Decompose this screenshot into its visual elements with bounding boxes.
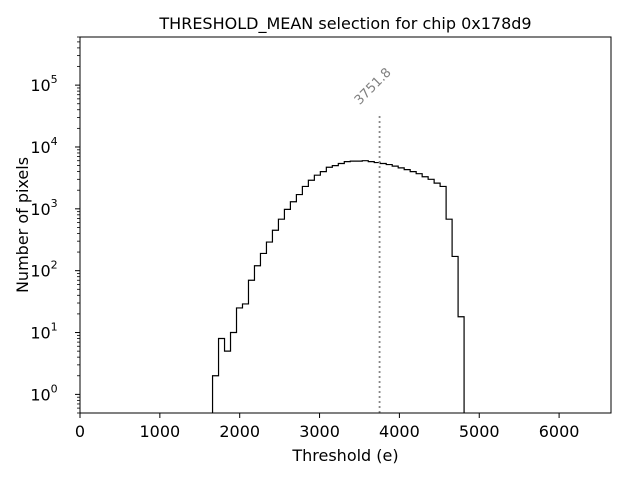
histogram-bars	[211, 160, 465, 413]
x-axis-ticks: 0 1000 2000 3000 4000 5000 6000	[75, 413, 580, 441]
histogram-bin	[225, 351, 231, 413]
histogram-bin	[398, 168, 404, 413]
histogram-bin	[422, 177, 428, 413]
histogram-bin	[410, 172, 416, 413]
histogram-bin	[242, 304, 248, 413]
histogram-bin	[302, 186, 308, 413]
x-axis-label: Threshold (e)	[291, 446, 398, 465]
histogram-bin	[314, 175, 320, 413]
histogram-bin	[458, 317, 464, 413]
histogram-bin	[452, 256, 458, 413]
y-tick-label: 102	[30, 259, 57, 281]
histogram-bin	[254, 266, 260, 413]
x-tick-label: 1000	[139, 422, 180, 441]
histogram-bin	[446, 219, 452, 413]
histogram-bin	[404, 170, 410, 413]
chart-title: THRESHOLD_MEAN selection for chip 0x178d…	[158, 14, 531, 34]
histogram-bin	[308, 180, 314, 413]
histogram-bin	[290, 202, 296, 413]
histogram-bin	[231, 333, 237, 413]
y-tick-label: 100	[30, 382, 57, 404]
histogram-bin	[434, 183, 440, 413]
histogram-bin	[350, 161, 356, 413]
histogram-bin	[362, 161, 368, 413]
histogram-bin	[219, 339, 225, 413]
histogram-bin	[380, 164, 386, 413]
histogram-bin	[248, 280, 254, 413]
histogram-bin	[320, 172, 326, 413]
plot-frame	[79, 36, 612, 414]
histogram-bin	[272, 230, 278, 413]
y-tick-label: 101	[30, 321, 57, 343]
histogram-bin	[284, 209, 290, 413]
x-tick-label: 6000	[539, 422, 580, 441]
y-tick-label: 105	[30, 73, 57, 95]
y-axis-ticks: 100 101 102 103 104 105	[30, 36, 80, 414]
y-tick-label: 103	[30, 197, 57, 219]
histogram-bin	[356, 161, 362, 413]
histogram-bin	[386, 165, 392, 413]
mean-marker-label: 3751.8	[352, 65, 395, 108]
histogram-bin	[392, 166, 398, 413]
histogram-bin	[260, 253, 266, 413]
x-tick-label: 5000	[459, 422, 500, 441]
histogram-bin	[338, 164, 344, 413]
histogram-bin	[326, 167, 332, 413]
histogram-outline	[211, 160, 465, 413]
histogram-bin	[344, 162, 350, 413]
x-tick-label: 0	[75, 422, 85, 441]
x-tick-label: 4000	[379, 422, 420, 441]
x-tick-label: 3000	[299, 422, 340, 441]
histogram-bin	[368, 162, 374, 413]
histogram-bin	[237, 308, 243, 413]
y-tick-label: 104	[30, 135, 57, 157]
histogram-bin	[266, 242, 272, 413]
y-axis-label: Number of pixels	[13, 157, 32, 293]
histogram-bin	[278, 219, 284, 413]
histogram-bin	[428, 179, 434, 413]
histogram-bin	[440, 186, 446, 413]
histogram-bin	[416, 174, 422, 413]
histogram-bin	[332, 166, 338, 413]
histogram-bin	[296, 195, 302, 413]
histogram-bin	[213, 376, 219, 413]
mean-marker: 3751.8	[352, 65, 395, 413]
x-tick-label: 2000	[219, 422, 260, 441]
